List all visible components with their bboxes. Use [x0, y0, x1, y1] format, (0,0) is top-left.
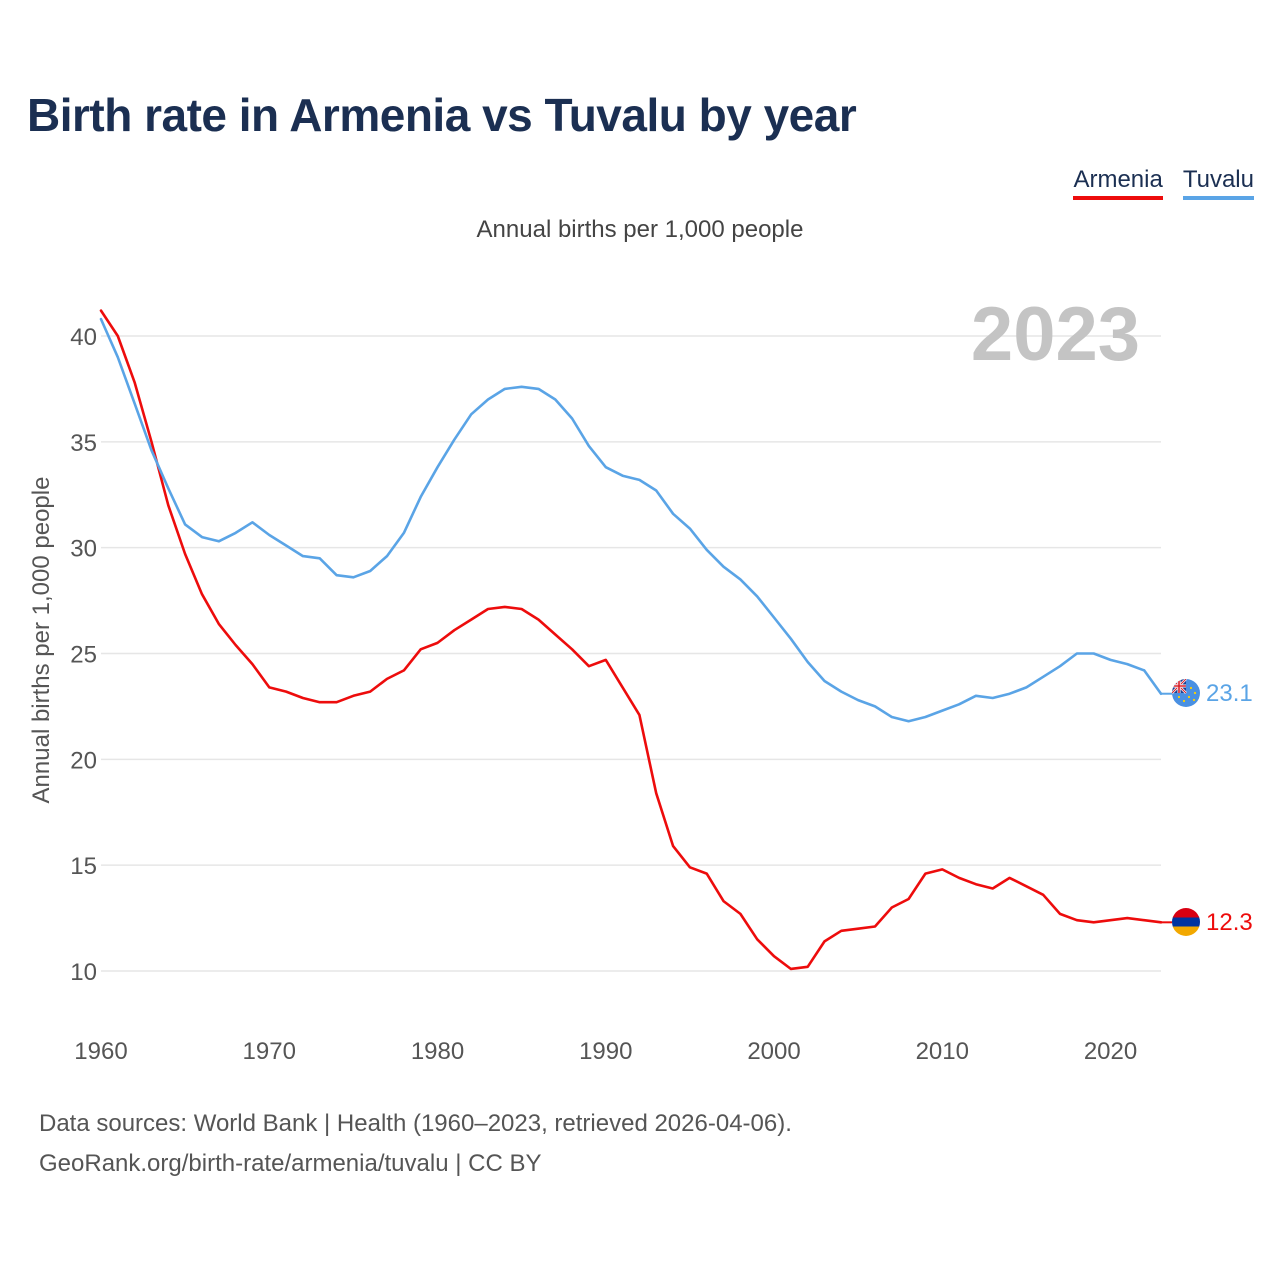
x-tick-label-2020: 2020 — [1084, 1038, 1137, 1065]
x-tick-label-1960: 1960 — [74, 1038, 127, 1065]
x-tick-label-2010: 2010 — [916, 1038, 969, 1065]
end-value-label-tuvalu: 23.1 — [1206, 680, 1253, 707]
legend-item-tuvalu[interactable]: Tuvalu — [1182, 166, 1254, 200]
y-tick-label-25: 25 — [70, 642, 97, 669]
x-tick-label-1970: 1970 — [243, 1038, 296, 1065]
y-tick-label-30: 30 — [70, 536, 97, 563]
chart-title: Birth rate in Armenia vs Tuvalu by year — [27, 89, 857, 141]
y-tick-label-15: 15 — [70, 853, 97, 880]
armenia-flag-icon — [1172, 908, 1200, 936]
legend: Armenia Tuvalu — [1073, 166, 1254, 200]
y-tick-label-10: 10 — [70, 959, 97, 986]
gridlines — [101, 335, 1161, 972]
x-tick-label-2000: 2000 — [747, 1038, 800, 1065]
footer-credit[interactable]: GeoRank.org/birth-rate/armenia/tuvalu | … — [39, 1150, 542, 1177]
series-lines — [99, 309, 1172, 971]
legend-item-armenia[interactable]: Armenia — [1073, 166, 1163, 200]
end-value-label-armenia: 12.3 — [1206, 909, 1253, 936]
footer-sources: Data sources: World Bank | Health (1960–… — [39, 1110, 792, 1137]
year-watermark: 2023 — [971, 292, 1140, 377]
series-line-tuvalu[interactable] — [99, 317, 1163, 723]
chart-subtitle: Annual births per 1,000 people — [476, 216, 804, 243]
y-axis-ticks: 10 15 20 25 30 35 40 — [70, 324, 97, 986]
footer: Data sources: World Bank | Health (1960–… — [39, 1104, 792, 1184]
y-tick-label-35: 35 — [70, 430, 97, 457]
series-line-armenia[interactable] — [99, 309, 1163, 971]
x-tick-label-1990: 1990 — [579, 1038, 632, 1065]
x-tick-label-1980: 1980 — [411, 1038, 464, 1065]
y-tick-label-40: 40 — [70, 324, 97, 351]
y-tick-label-20: 20 — [70, 747, 97, 774]
tuvalu-flag-icon — [1172, 679, 1200, 707]
x-axis-ticks: 1960 1970 1980 1990 2000 2010 2020 — [74, 1038, 1137, 1065]
